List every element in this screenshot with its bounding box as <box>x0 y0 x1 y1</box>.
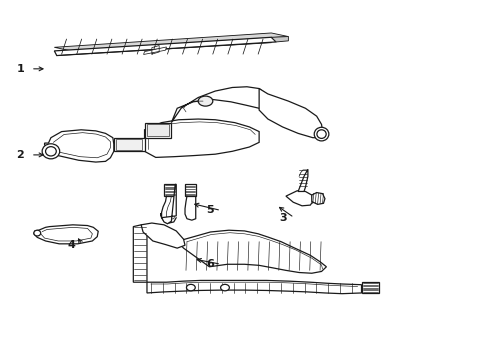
Polygon shape <box>144 119 259 157</box>
Polygon shape <box>163 184 175 196</box>
Polygon shape <box>147 280 361 294</box>
Polygon shape <box>160 184 176 224</box>
Polygon shape <box>141 223 184 248</box>
Ellipse shape <box>198 96 212 106</box>
Polygon shape <box>178 230 326 273</box>
Polygon shape <box>116 139 142 150</box>
Polygon shape <box>271 37 288 42</box>
Polygon shape <box>133 225 147 282</box>
Polygon shape <box>184 184 195 196</box>
Polygon shape <box>144 123 171 138</box>
Polygon shape <box>54 37 276 55</box>
Ellipse shape <box>314 127 328 141</box>
Polygon shape <box>44 130 114 162</box>
Ellipse shape <box>45 147 56 156</box>
Polygon shape <box>285 191 312 206</box>
Text: 3: 3 <box>279 213 287 222</box>
Text: 6: 6 <box>206 259 214 269</box>
Ellipse shape <box>220 284 229 291</box>
Text: 4: 4 <box>67 239 75 249</box>
Polygon shape <box>259 89 322 138</box>
Text: 2: 2 <box>16 150 24 160</box>
Ellipse shape <box>34 230 41 236</box>
Polygon shape <box>171 87 267 123</box>
Ellipse shape <box>42 144 60 159</box>
Polygon shape <box>143 47 166 54</box>
Polygon shape <box>147 124 168 136</box>
Ellipse shape <box>316 130 325 138</box>
Ellipse shape <box>186 284 195 291</box>
Polygon shape <box>34 225 98 244</box>
Polygon shape <box>114 138 144 151</box>
Text: 5: 5 <box>206 206 214 216</box>
Polygon shape <box>298 169 307 192</box>
Polygon shape <box>54 33 288 51</box>
Text: 1: 1 <box>16 64 24 74</box>
Polygon shape <box>311 193 325 204</box>
Polygon shape <box>361 282 378 293</box>
